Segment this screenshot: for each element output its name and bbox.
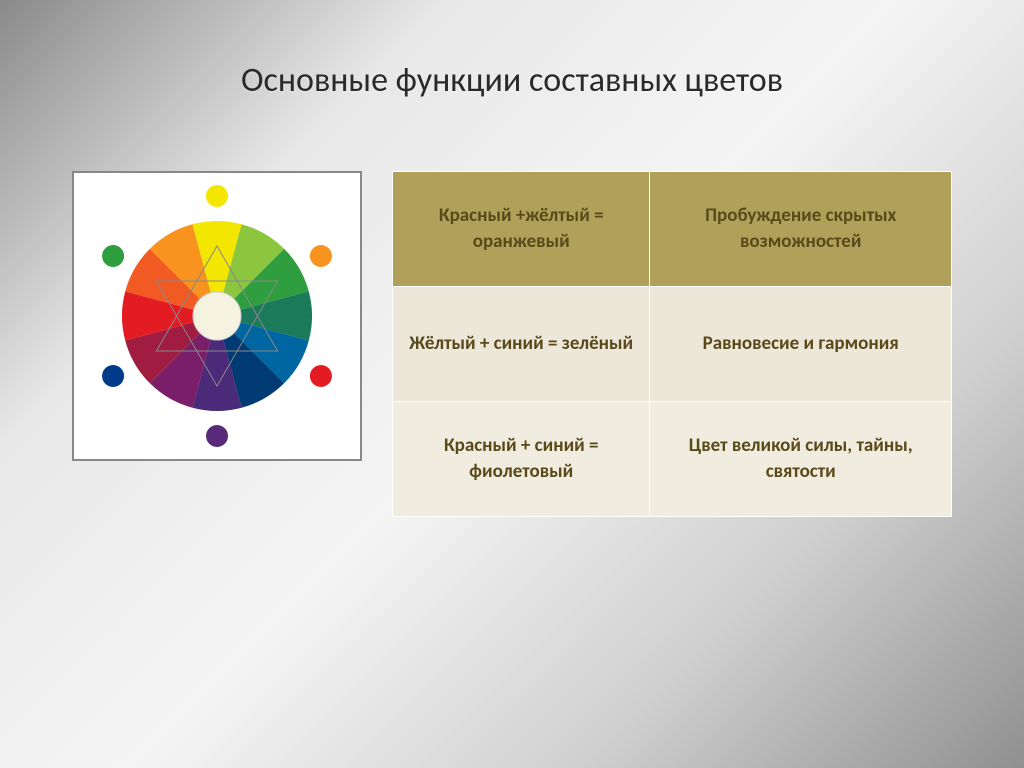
table-row: Красный +жёлтый = оранжевый Пробуждение … [393, 172, 952, 287]
cell-formula: Красный + синий = фиолетовый [393, 402, 650, 517]
wheel-outer-dot [102, 365, 124, 387]
cell-meaning: Цвет великой силы, тайны, святости [650, 402, 952, 517]
wheel-outer-dot [102, 245, 124, 267]
cell-formula: Красный +жёлтый = оранжевый [393, 172, 650, 287]
content-row: Красный +жёлтый = оранжевый Пробуждение … [0, 171, 1024, 517]
wheel-outer-dot [310, 365, 332, 387]
table-row: Жёлтый + синий = зелёный Равновесие и га… [393, 287, 952, 402]
cell-meaning: Пробуждение скрытых возможностей [650, 172, 952, 287]
cell-formula: Жёлтый + синий = зелёный [393, 287, 650, 402]
color-functions-table: Красный +жёлтый = оранжевый Пробуждение … [392, 171, 952, 517]
table-row: Красный + синий = фиолетовый Цвет велико… [393, 402, 952, 517]
cell-meaning: Равновесие и гармония [650, 287, 952, 402]
wheel-outer-dot [310, 245, 332, 267]
wheel-outer-dot [206, 425, 228, 447]
color-wheel-svg [82, 181, 352, 451]
wheel-center [193, 292, 241, 340]
wheel-outer-dot [206, 185, 228, 207]
color-wheel-figure [72, 171, 362, 461]
page-title: Основные функции составных цветов [0, 0, 1024, 101]
